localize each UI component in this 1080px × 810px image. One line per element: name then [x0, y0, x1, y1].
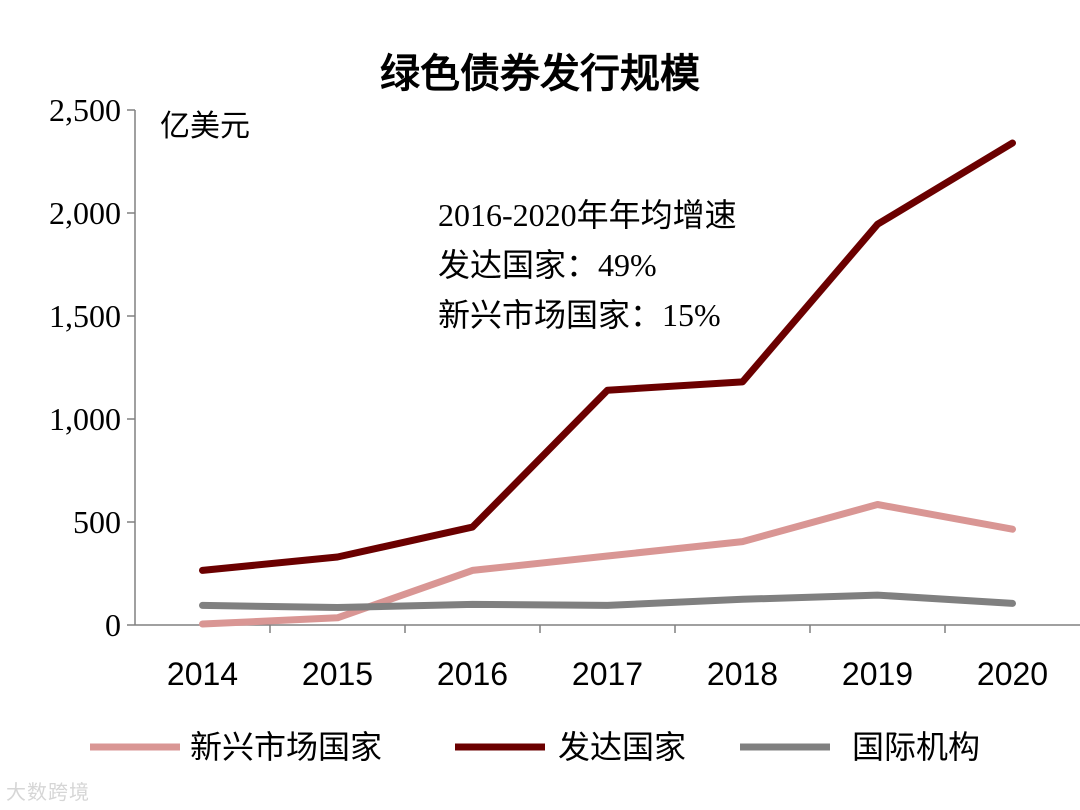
y-tick-label: 1,500 — [49, 298, 121, 334]
x-tick-label: 2016 — [437, 656, 508, 692]
y-tick-label: 0 — [105, 607, 121, 643]
annotation-line-3: 新兴市场国家：15% — [438, 297, 721, 333]
annotation-line-1: 2016-2020年年均增速 — [438, 197, 737, 233]
legend-label: 发达国家 — [558, 728, 686, 766]
legend-item: 新兴市场国家 — [90, 728, 382, 766]
legend-item: 国际机构 — [740, 728, 980, 766]
legend: 新兴市场国家 发达国家 国际机构 — [90, 728, 980, 766]
growth-annotation: 2016-2020年年均增速 发达国家：49% 新兴市场国家：15% — [438, 197, 737, 333]
chart-title: 绿色债券发行规模 — [380, 51, 700, 97]
x-tick-label: 2020 — [977, 656, 1048, 692]
legend-label: 国际机构 — [852, 728, 980, 766]
watermark: 大数跨境 — [6, 780, 90, 804]
x-axis: 2014 2015 2016 2017 2018 2019 2020 — [135, 624, 1080, 692]
annotation-line-2: 发达国家：49% — [438, 247, 657, 283]
x-tick-label: 2019 — [842, 656, 913, 692]
legend-item: 发达国家 — [455, 728, 686, 766]
x-tick-label: 2018 — [707, 656, 778, 692]
series-lines — [199, 139, 1016, 628]
x-tick-label: 2015 — [302, 656, 373, 692]
y-axis: 0 500 1,000 1,500 2,000 2,500 — [49, 92, 136, 643]
series-line-2 — [199, 591, 1016, 611]
y-tick-label: 2,500 — [49, 92, 121, 128]
y-tick-label: 1,000 — [49, 401, 121, 437]
x-tick-label: 2017 — [572, 656, 643, 692]
y-tick-label: 500 — [73, 504, 121, 540]
x-tick-label: 2014 — [167, 656, 238, 692]
y-axis-unit-label: 亿美元 — [160, 109, 250, 144]
legend-label: 新兴市场国家 — [190, 728, 382, 766]
y-tick-label: 2,000 — [49, 195, 121, 231]
